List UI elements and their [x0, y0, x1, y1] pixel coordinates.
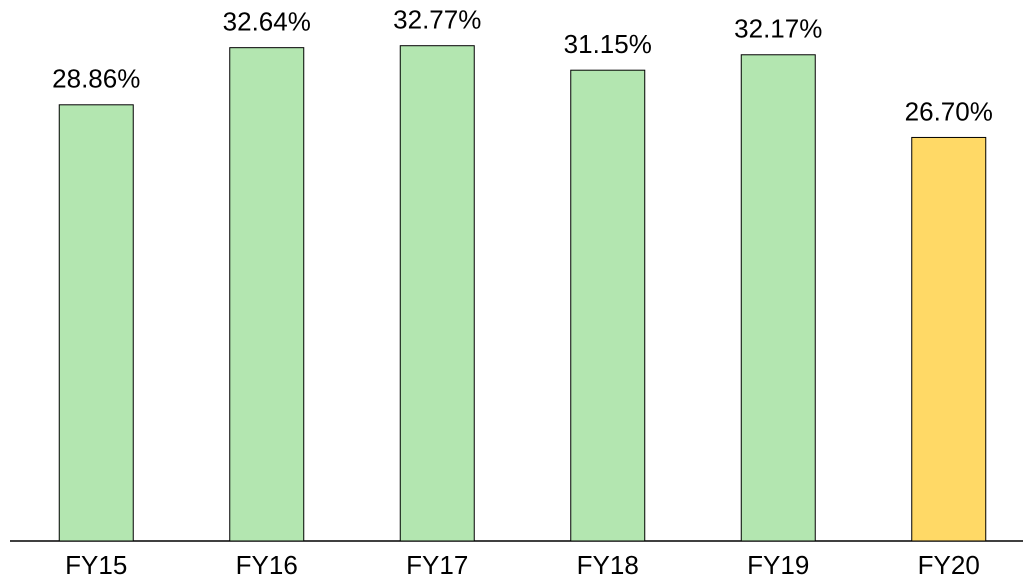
bar	[399, 45, 475, 542]
value-label: 31.15%	[564, 29, 652, 59]
value-label: 32.77%	[393, 5, 481, 35]
value-label: 28.86%	[52, 64, 140, 94]
bar	[911, 136, 987, 542]
x-tick-label: FY19	[747, 550, 809, 580]
value-label: 32.64%	[223, 7, 311, 37]
x-tick-label: FY18	[577, 550, 639, 580]
bar	[570, 69, 646, 542]
bar	[229, 47, 305, 542]
x-tick-label: FY15	[65, 550, 127, 580]
x-tick-label: FY16	[236, 550, 298, 580]
x-tick-label: FY17	[406, 550, 468, 580]
bar	[740, 54, 816, 542]
value-label: 26.70%	[905, 96, 993, 126]
value-label: 32.17%	[734, 14, 822, 44]
bar	[58, 104, 134, 542]
x-tick-label: FY20	[918, 550, 980, 580]
